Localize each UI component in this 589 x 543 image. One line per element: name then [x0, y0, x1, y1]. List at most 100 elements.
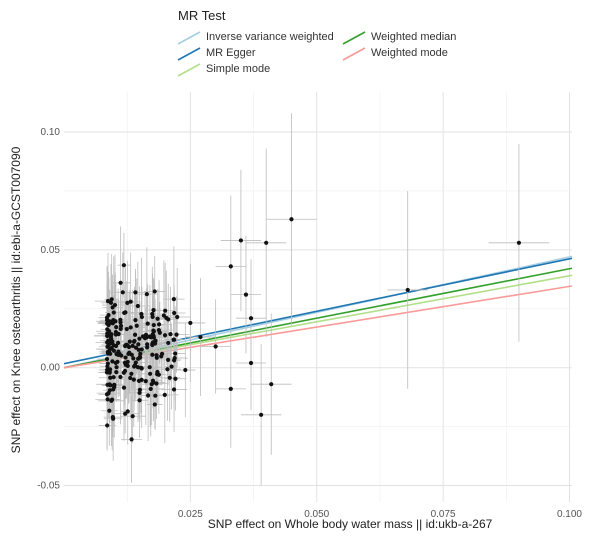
- data-point: [105, 298, 111, 304]
- data-point: [118, 374, 123, 380]
- data-point: [172, 355, 177, 361]
- legend-key: [342, 47, 366, 61]
- data-point: [104, 315, 110, 320]
- data-point: [132, 332, 138, 337]
- data-point: [145, 342, 150, 347]
- data-point: [124, 326, 129, 332]
- data-point: [107, 382, 112, 387]
- data-point: [105, 397, 110, 402]
- data-point: [111, 387, 116, 392]
- data-point: [122, 368, 128, 374]
- data-point: [118, 326, 123, 331]
- data-point: [157, 330, 162, 335]
- data-point: [138, 351, 143, 356]
- data-point: [139, 377, 144, 382]
- data-point: [171, 297, 176, 302]
- data-point: [168, 332, 173, 337]
- data-point: [140, 334, 146, 339]
- data-point: [143, 379, 148, 384]
- data-point: [108, 375, 113, 380]
- data-point: [259, 412, 264, 417]
- data-point: [122, 360, 128, 365]
- data-point: [134, 323, 139, 328]
- data-point: [155, 316, 160, 321]
- data-point: [150, 314, 155, 319]
- data-point: [106, 320, 111, 325]
- data-point: [171, 387, 177, 392]
- data-point: [105, 327, 110, 332]
- data-point: [112, 382, 117, 387]
- data-point: [151, 380, 156, 385]
- data-point: [128, 375, 133, 381]
- data-point: [228, 386, 233, 391]
- data-point: [131, 377, 136, 382]
- data-point: [150, 352, 155, 357]
- data-point: [111, 310, 116, 315]
- data-point: [132, 338, 137, 344]
- data-point: [133, 290, 138, 295]
- data-point: [135, 365, 141, 370]
- data-point: [147, 365, 152, 370]
- y-tick-label: -0.05: [37, 481, 60, 492]
- data-point: [107, 408, 112, 413]
- data-point: [116, 352, 121, 358]
- data-point: [198, 334, 203, 340]
- data-point: [183, 367, 188, 373]
- y-tick-label: 0.10: [41, 127, 61, 138]
- data-point: [105, 333, 110, 339]
- legend-title: MR Test: [178, 8, 226, 23]
- data-point: [151, 333, 156, 338]
- data-point: [125, 343, 130, 348]
- data-point: [139, 314, 145, 320]
- data-point: [125, 300, 130, 305]
- data-point: [248, 316, 254, 321]
- data-point: [136, 356, 141, 361]
- data-point: [127, 339, 132, 344]
- data-point: [151, 328, 156, 333]
- legend-key: [177, 47, 201, 61]
- data-point: [151, 308, 156, 313]
- data-point: [114, 324, 119, 330]
- data-point: [159, 354, 164, 359]
- data-point: [130, 414, 135, 419]
- data-point: [136, 342, 141, 347]
- data-point: [153, 341, 158, 346]
- legend-key: [342, 31, 366, 45]
- data-point: [156, 322, 162, 327]
- data-point: [248, 360, 254, 366]
- data-point: [114, 365, 119, 370]
- data-point: [111, 343, 116, 348]
- data-point: [133, 318, 138, 323]
- legend-label: Weighted mode: [371, 47, 448, 59]
- data-point: [238, 238, 244, 243]
- data-point: [109, 336, 114, 341]
- legend-label: Weighted median: [371, 31, 456, 43]
- data-point: [174, 332, 179, 337]
- data-point: [163, 308, 168, 313]
- legend-label: MR Egger: [206, 47, 256, 59]
- data-point: [172, 310, 177, 316]
- data-point: [121, 263, 127, 268]
- data-point: [113, 360, 118, 366]
- data-point: [228, 264, 233, 269]
- data-point: [153, 393, 158, 398]
- data-point: [152, 402, 157, 407]
- data-point: [115, 340, 121, 345]
- data-point: [166, 357, 171, 362]
- data-point: [113, 332, 118, 337]
- data-point: [166, 317, 171, 322]
- data-point: [269, 382, 274, 387]
- data-point: [405, 287, 410, 293]
- data-point: [110, 305, 115, 310]
- legend-key: [177, 31, 201, 45]
- data-point: [132, 363, 138, 368]
- x-tick-label: 0.025: [178, 509, 203, 520]
- data-point: [289, 217, 294, 222]
- data-point: [107, 388, 112, 393]
- data-point: [213, 344, 218, 349]
- legend-key: [177, 63, 201, 77]
- data-point: [128, 299, 133, 304]
- data-point: [111, 375, 116, 380]
- data-point: [162, 333, 168, 338]
- data-point: [136, 347, 141, 352]
